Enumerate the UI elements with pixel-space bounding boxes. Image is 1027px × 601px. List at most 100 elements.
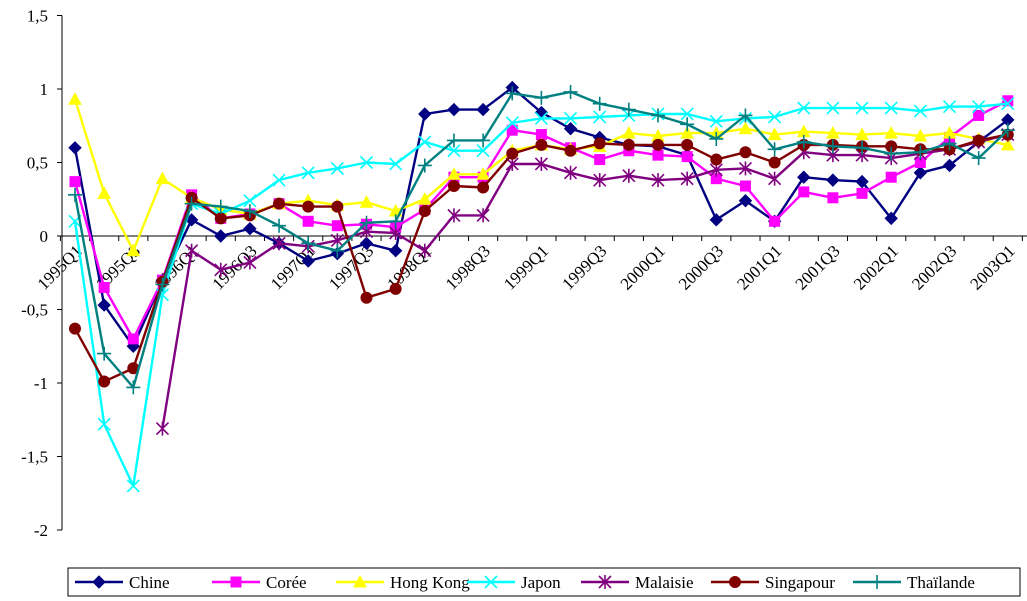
data-point-japon: [913, 104, 927, 118]
data-point-hong-kong: [913, 128, 928, 142]
data-point-japon: [126, 479, 140, 493]
data-point-malaisie: [651, 173, 665, 188]
data-point-thailande: [1000, 123, 1015, 138]
data-point-chine: [359, 236, 374, 251]
data-point-thailande: [796, 134, 811, 149]
legend: Chine Corée Hong Kong Japon Malaisie Singapou…: [67, 567, 1021, 597]
data-point-singapour: [389, 282, 402, 295]
data-point-japon: [1001, 97, 1015, 111]
data-point-japon: [505, 116, 519, 130]
data-point-thailande: [884, 146, 899, 161]
data-point-hong-kong: [680, 126, 694, 139]
data-point-hong-kong: [417, 192, 432, 205]
data-point-japon: [768, 110, 782, 124]
series-thailande: [68, 84, 1015, 395]
data-point-thailande: [942, 136, 957, 151]
data-point-japon: [855, 101, 869, 115]
series-chine: [68, 80, 1015, 353]
legend-marker: [230, 576, 242, 588]
data-point-thailande: [272, 218, 287, 233]
data-point-thailande: [126, 380, 141, 395]
legend-entry-hong-kong: Hong Kong: [336, 573, 470, 592]
data-point-japon: [330, 161, 344, 175]
data-point-malaisie: [185, 243, 199, 258]
data-point-thailande: [330, 243, 345, 258]
y-tick-label: 0,5: [27, 154, 48, 173]
data-point-japon: [418, 135, 432, 149]
x-tick-label: 2001Q3: [792, 241, 844, 293]
data-point-japon: [301, 166, 315, 180]
data-point-japon: [534, 111, 548, 125]
series-line-malaisie: [161, 133, 1009, 429]
legend-marker: [353, 574, 367, 588]
data-point-thailande: [476, 133, 491, 148]
data-point-chine: [243, 221, 257, 236]
data-point-chine: [709, 213, 724, 227]
data-point-thailande: [155, 277, 170, 292]
data-point-chine: [214, 229, 228, 243]
data-point-singapour: [622, 138, 635, 151]
data-point-coree: [769, 215, 781, 227]
data-point-hong-kong: [68, 92, 82, 105]
legend-label: Chine: [129, 573, 170, 592]
data-point-thailande: [971, 151, 986, 166]
data-point-hong-kong: [738, 121, 753, 135]
data-point-thailande: [825, 139, 840, 154]
series-layer: [68, 80, 1015, 493]
legend-marker: [92, 575, 106, 589]
x-tick-label: 2002Q1: [850, 241, 902, 293]
x-tick-label: 1998Q3: [442, 241, 494, 293]
data-point-singapour: [710, 153, 723, 166]
y-axis-ticks: 1,5 1 0,5 0 -0,5 -1 -1,5 -2: [21, 7, 62, 540]
data-point-thailande: [534, 90, 549, 105]
data-point-thailande: [651, 108, 665, 123]
legend-entry-singapour: Singapour: [711, 573, 835, 592]
data-point-singapour: [477, 181, 490, 194]
data-point-hong-kong: [126, 243, 141, 257]
series-japon: [68, 97, 1015, 493]
data-point-japon: [680, 107, 694, 121]
data-point-malaisie: [214, 262, 228, 277]
data-point-singapour: [69, 322, 81, 335]
y-tick-label: 1,5: [27, 7, 48, 26]
x-tick-label: 1999Q3: [558, 241, 610, 293]
data-point-japon: [243, 194, 257, 208]
data-point-japon: [272, 173, 286, 187]
data-point-malaisie: [272, 236, 286, 251]
x-tick-label: 2002Q3: [908, 241, 960, 293]
y-tick-label: 0: [40, 227, 49, 246]
data-point-malaisie: [243, 255, 257, 270]
data-point-chine: [942, 158, 957, 173]
legend-label: Singapour: [765, 573, 835, 592]
series-line-chine: [73, 86, 1009, 348]
data-point-malaisie: [680, 171, 694, 186]
data-point-chine: [476, 102, 490, 117]
legend-label: Corée: [266, 573, 307, 592]
data-point-japon: [563, 111, 578, 125]
data-point-chine: [855, 174, 869, 189]
data-point-coree: [127, 333, 139, 345]
data-point-coree: [885, 171, 897, 183]
data-point-chine: [884, 211, 898, 226]
data-point-singapour: [447, 180, 460, 193]
data-point-coree: [827, 192, 839, 204]
data-point-thailande: [592, 96, 607, 111]
legend-marker: [484, 575, 498, 589]
data-point-singapour: [535, 138, 548, 151]
data-point-japon: [476, 144, 490, 158]
data-point-hong-kong: [855, 127, 869, 141]
data-point-coree: [506, 124, 518, 136]
data-point-thailande: [213, 199, 228, 214]
legend-marker: [598, 575, 612, 589]
data-point-thailande: [301, 236, 316, 251]
data-point-malaisie: [389, 226, 403, 241]
data-point-malaisie: [155, 421, 170, 436]
x-axis-ticks: 1995Q1 1995Q3 1996Q1 1996Q3 1997Q1 1997Q3 1998…: [34, 236, 1023, 294]
data-point-singapour: [302, 200, 315, 213]
data-point-malaisie: [447, 208, 461, 223]
data-point-malaisie: [563, 165, 578, 180]
data-point-coree: [1002, 95, 1014, 107]
legend-marker: [870, 575, 884, 589]
data-point-thailande: [184, 196, 199, 211]
